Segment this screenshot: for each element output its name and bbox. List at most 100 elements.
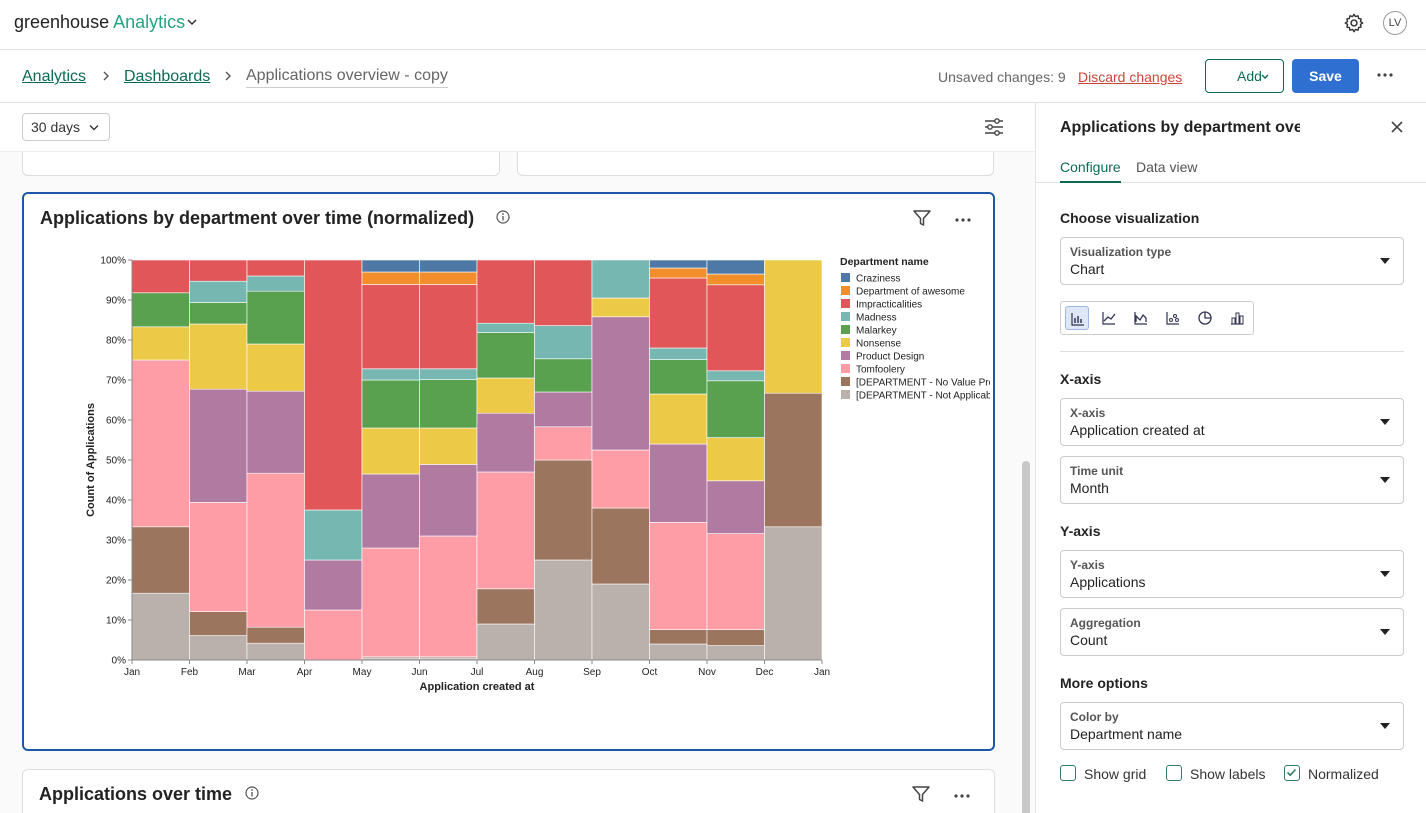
tab-configure[interactable]: Configure	[1060, 159, 1121, 183]
select-value: Month	[1070, 480, 1109, 496]
bar-segment	[131, 526, 190, 594]
y-tick-label: 70%	[106, 376, 126, 387]
y-tick-label: 40%	[106, 496, 126, 507]
save-button[interactable]: Save	[1292, 59, 1359, 93]
bar-segment	[706, 380, 765, 438]
legend-label: Madness	[856, 313, 897, 324]
close-icon[interactable]	[1390, 120, 1404, 134]
date-range-value: 30 days	[31, 119, 81, 135]
bar-segment	[361, 379, 420, 429]
bar-segment	[706, 284, 765, 372]
column-chart-type-button[interactable]	[1225, 306, 1249, 330]
caret-down-icon	[1380, 723, 1390, 729]
date-range-select[interactable]: 30 days	[22, 113, 110, 141]
breadcrumb: Analytics Dashboards Applications overvi…	[0, 50, 1426, 103]
x-axis-select[interactable]: X-axis Application created at	[1060, 398, 1404, 446]
bar-segment	[131, 259, 190, 294]
checkbox-box[interactable]	[1166, 765, 1182, 781]
bar-segment	[534, 259, 593, 326]
legend-swatch	[841, 325, 850, 334]
info-icon[interactable]	[245, 786, 259, 800]
filter-settings-icon[interactable]	[984, 118, 1004, 136]
checkbox-box[interactable]	[1060, 765, 1076, 781]
avatar[interactable]: LV	[1383, 11, 1407, 35]
gear-icon[interactable]	[1343, 12, 1365, 34]
area-chart-type-button[interactable]	[1129, 306, 1153, 330]
select-label: Y-axis	[1070, 558, 1105, 572]
info-icon[interactable]	[496, 210, 510, 224]
filter-icon[interactable]	[912, 208, 932, 228]
x-tick-label: Jun	[411, 667, 427, 678]
breadcrumb-analytics-link[interactable]: Analytics	[22, 68, 87, 85]
breadcrumb-dashboards-link[interactable]: Dashboards	[124, 68, 211, 85]
scatter-chart-type-button[interactable]	[1161, 306, 1185, 330]
bar-segment	[591, 316, 650, 451]
more-options-icon[interactable]	[1376, 72, 1394, 78]
discard-changes-link[interactable]: Discard changes	[1078, 69, 1183, 85]
bar-segment	[649, 267, 708, 279]
bar-segment	[706, 480, 765, 534]
tab-data-view[interactable]: Data view	[1136, 159, 1198, 175]
y-tick-label: 100%	[100, 256, 126, 267]
bar-segment	[706, 645, 765, 661]
color-by-select[interactable]: Color by Department name	[1060, 702, 1404, 750]
dashboard-name-field[interactable]: Applications overview - copy	[246, 67, 448, 88]
x-tick-label: Apr	[297, 667, 313, 678]
more-options-icon[interactable]	[953, 793, 971, 799]
unsaved-changes-text: Unsaved changes: 9	[938, 69, 1066, 85]
visualization-type-select[interactable]: Visualization type Chart	[1060, 237, 1404, 285]
chevron-down-icon[interactable]	[186, 16, 198, 28]
bar-segment	[706, 259, 765, 275]
select-value: Count	[1070, 632, 1108, 648]
chart-card[interactable]: Applications over time	[22, 769, 995, 813]
scrollbar[interactable]	[1022, 461, 1030, 813]
line-chart-type-button[interactable]	[1097, 306, 1121, 330]
product-switcher[interactable]: greenhouse Analytics	[14, 12, 185, 33]
section-heading: X-axis	[1060, 371, 1102, 387]
bar-segment	[189, 259, 248, 282]
bar-segment	[591, 507, 650, 585]
checkbox-box[interactable]	[1284, 765, 1300, 781]
filter-icon[interactable]	[911, 784, 931, 804]
bar-segment	[649, 443, 708, 523]
bar-segment	[246, 275, 305, 292]
bar-segment	[591, 297, 650, 318]
chevron-right-icon	[103, 71, 109, 81]
check-icon	[1286, 768, 1297, 777]
chevron-right-icon	[225, 71, 231, 81]
chart-card-selected[interactable]: Applications by department over time (no…	[22, 192, 995, 751]
bar-segment	[304, 559, 363, 611]
area-chart-icon	[1134, 312, 1147, 325]
bar-segment	[246, 390, 305, 474]
time-unit-select[interactable]: Time unit Month	[1060, 456, 1404, 504]
card-title: Applications by department over time (no…	[40, 208, 475, 228]
bar-segment	[419, 464, 478, 537]
bar-segment	[131, 292, 190, 328]
bar-chart-type-button[interactable]	[1065, 306, 1089, 330]
add-button[interactable]: Add	[1205, 59, 1284, 93]
legend-label: Craziness	[856, 274, 900, 285]
aggregation-select[interactable]: Aggregation Count	[1060, 608, 1404, 656]
bar-segment	[189, 388, 248, 503]
y-axis-select[interactable]: Y-axis Applications	[1060, 550, 1404, 598]
bar-segment	[706, 370, 765, 382]
pie-chart-type-button[interactable]	[1193, 306, 1217, 330]
bar-segment	[419, 535, 478, 658]
bar-segment	[649, 347, 708, 360]
y-tick-label: 30%	[106, 536, 126, 547]
legend-label: Department of awesome	[856, 287, 965, 298]
bar-segment	[764, 259, 823, 394]
bar-chart-icon	[1071, 313, 1084, 326]
bar-segment	[476, 588, 535, 625]
card-title: Applications over time	[39, 784, 233, 804]
bar-segment	[246, 343, 305, 392]
section-heading: Choose visualization	[1060, 210, 1200, 226]
bar-segment	[476, 332, 535, 379]
top-bar: greenhouse Analytics LV	[0, 0, 1426, 50]
legend-title: Department name	[840, 256, 929, 268]
y-tick-label: 0%	[112, 656, 127, 667]
more-options-icon[interactable]	[954, 217, 972, 223]
bar-segment	[591, 583, 650, 661]
y-tick-label: 60%	[106, 416, 126, 427]
panel-title[interactable]: Applications by department over time (no…	[1060, 119, 1300, 136]
